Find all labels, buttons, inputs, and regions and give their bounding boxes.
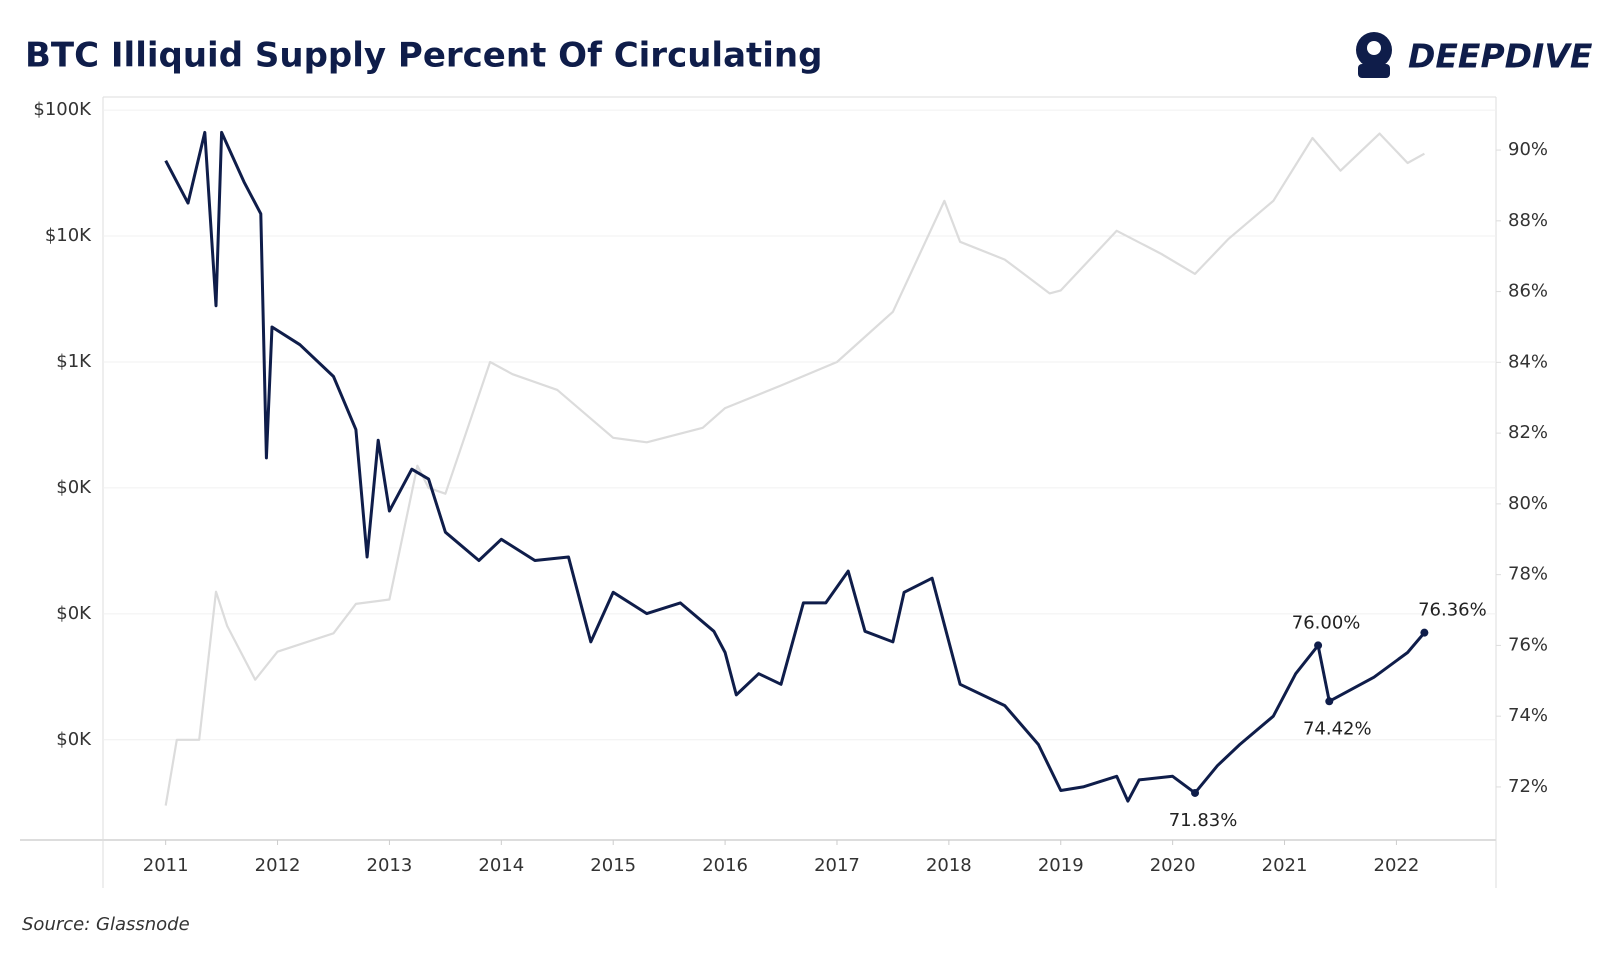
annotation-label: 76.00% [1292,612,1361,633]
annotation-dot [1191,788,1200,797]
x-tick-label: 2011 [143,855,189,876]
x-tick-label: 2018 [926,855,972,876]
logo-text: DEEPDIVE [1408,37,1593,76]
y-tick-label: $1K [56,351,92,372]
y-tick-label: $0K [56,729,92,750]
y2-tick-label: 72% [1508,776,1548,797]
y-tick-label: $0K [56,477,92,498]
annotation-dot [1314,641,1323,650]
annotation-label: 76.36% [1418,600,1487,621]
annotation-label: 74.42% [1303,718,1372,739]
y2-tick-label: 78% [1508,564,1548,585]
chart-title: BTC Illiquid Supply Percent Of Circulati… [25,36,822,76]
x-tick-label: 2016 [702,855,748,876]
x-tick-label: 2014 [478,855,524,876]
y-tick-label: $0K [56,603,92,624]
x-tick-label: 2017 [814,855,860,876]
x-tick-label: 2022 [1374,855,1420,876]
y2-tick-label: 76% [1508,634,1548,655]
y2-tick-label: 80% [1508,493,1548,514]
y2-tick-label: 86% [1508,281,1548,302]
annotation-dot [1325,697,1334,706]
y2-tick-label: 88% [1508,210,1548,231]
x-tick-label: 2013 [367,855,413,876]
y2-tick-label: 90% [1508,139,1548,160]
x-tick-label: 2012 [255,855,301,876]
x-tick-label: 2020 [1150,855,1196,876]
series-line [164,130,1426,803]
y-tick-label: $100K [33,99,92,120]
y-tick-label: $10K [45,225,92,246]
y2-tick-label: 84% [1508,351,1548,372]
x-tick-label: 2019 [1038,855,1084,876]
series-line [164,132,1425,806]
source: Source: Glassnode [22,914,190,935]
logo-icon [1356,32,1392,78]
y2-tick-label: 82% [1508,422,1548,443]
x-tick-label: 2015 [590,855,636,876]
x-tick-label: 2021 [1262,855,1308,876]
annotation-dot [1420,628,1429,637]
annotation-label: 71.83% [1169,810,1238,831]
y2-tick-label: 74% [1508,705,1548,726]
